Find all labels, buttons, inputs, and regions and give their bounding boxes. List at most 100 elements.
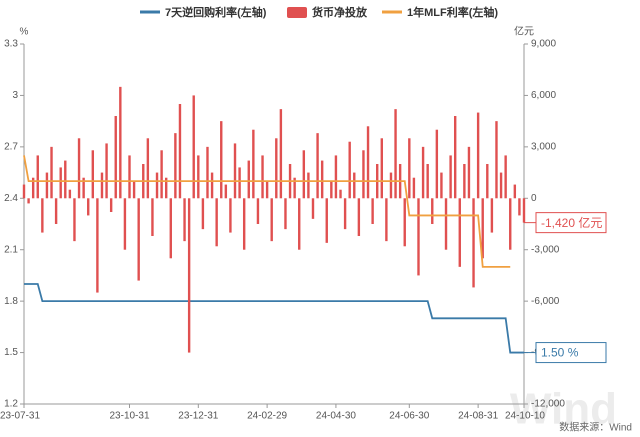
bar: [22, 184, 26, 199]
bar: [100, 172, 104, 199]
line: [23, 155, 511, 268]
bar: [215, 198, 218, 247]
bar: [316, 133, 319, 199]
bar: [371, 198, 374, 224]
x-tick-label: 23-12-31: [178, 411, 218, 422]
y2-unit: 亿元: [514, 25, 534, 38]
x-tick-label: 23-10-31: [109, 411, 149, 422]
y-tick-label: 2.7: [4, 141, 18, 152]
bar: [380, 138, 383, 199]
watermark: Wind: [510, 385, 617, 434]
bar: [178, 104, 182, 199]
bar: [187, 198, 191, 353]
bar: [109, 198, 113, 212]
bar: [320, 160, 324, 199]
bar: [408, 138, 411, 199]
bar: [421, 146, 425, 199]
bar: [45, 172, 49, 199]
bar: [348, 141, 351, 199]
bar: [490, 198, 494, 233]
bar: [197, 155, 200, 199]
bar: [325, 198, 328, 243]
y2-tick-label: 6,000: [531, 90, 556, 101]
legend-label: 货币净投放: [311, 5, 368, 19]
x-tick-label: 24-02-29: [247, 411, 287, 422]
bar: [513, 184, 517, 199]
y-tick-label: 2.1: [4, 244, 18, 255]
bar: [64, 160, 67, 199]
bar: [293, 177, 296, 199]
bar: [59, 167, 62, 199]
bar: [284, 198, 287, 230]
bar: [160, 150, 163, 199]
source: 数据来源：Wind: [559, 421, 632, 434]
y2-tick-label: 0: [531, 193, 537, 204]
y-unit: %: [20, 27, 29, 38]
bar: [128, 155, 131, 199]
annotation-box: [535, 212, 607, 234]
bar: [105, 143, 108, 199]
bar: [339, 189, 342, 199]
bar: [476, 112, 480, 199]
annotation-box: [535, 342, 607, 364]
bar: [440, 172, 443, 199]
y-tick-label: 1.5: [4, 347, 18, 358]
bar: [54, 198, 58, 224]
annotation-label: 1.50 %: [541, 346, 579, 360]
bar: [50, 146, 53, 199]
bar: [495, 121, 498, 199]
bar: [261, 155, 264, 199]
bar: [509, 198, 512, 250]
bar: [307, 172, 310, 199]
bar: [77, 138, 81, 199]
bar: [458, 198, 461, 267]
bar: [123, 198, 127, 250]
x-tick-label: 24-06-30: [389, 411, 429, 422]
bar: [183, 198, 186, 242]
bar: [467, 146, 471, 199]
bar: [357, 198, 361, 236]
bar: [270, 198, 273, 242]
bar: [114, 116, 117, 199]
bar: [192, 95, 195, 199]
bar: [311, 198, 315, 219]
bar: [206, 146, 209, 199]
bar: [87, 198, 90, 216]
bar: [486, 164, 489, 199]
bar: [238, 167, 241, 199]
y-tick-label: 3.3: [4, 39, 18, 50]
bar: [481, 198, 484, 259]
legend: 7天逆回购利率(左轴) 货币净投放 1年MLF利率(左轴): [140, 5, 498, 19]
bar: [366, 126, 370, 199]
bar: [36, 155, 39, 199]
y2-tick-label: -3,000: [531, 244, 560, 255]
bar: [389, 172, 393, 199]
bar: [151, 198, 154, 236]
bar: [265, 181, 269, 199]
bar: [275, 138, 278, 199]
bar: [302, 150, 306, 199]
bar: [132, 181, 136, 199]
bar: [247, 160, 250, 199]
y2-tick-label: -12,000: [531, 399, 565, 410]
y-tick-label: 1.2: [4, 399, 18, 410]
x-tick-label: 24-10-10: [505, 411, 545, 422]
bar: [201, 198, 205, 230]
bar: [68, 189, 72, 199]
x-tick-label: 23-07-31: [0, 411, 40, 422]
bar: [174, 133, 177, 199]
y2-tick-label: -6,000: [531, 296, 560, 307]
y-tick-label: 3: [12, 90, 18, 101]
bar: [499, 172, 503, 199]
y-tick-label: 1.8: [4, 296, 18, 307]
bar: [233, 143, 237, 199]
bar: [385, 198, 388, 242]
bar: [41, 198, 44, 233]
annotation-label: -1,420 亿元: [541, 215, 602, 230]
bar: [362, 150, 365, 199]
bar: [146, 138, 150, 199]
bar: [412, 177, 416, 199]
bar: [256, 198, 260, 224]
bar: [91, 150, 95, 199]
